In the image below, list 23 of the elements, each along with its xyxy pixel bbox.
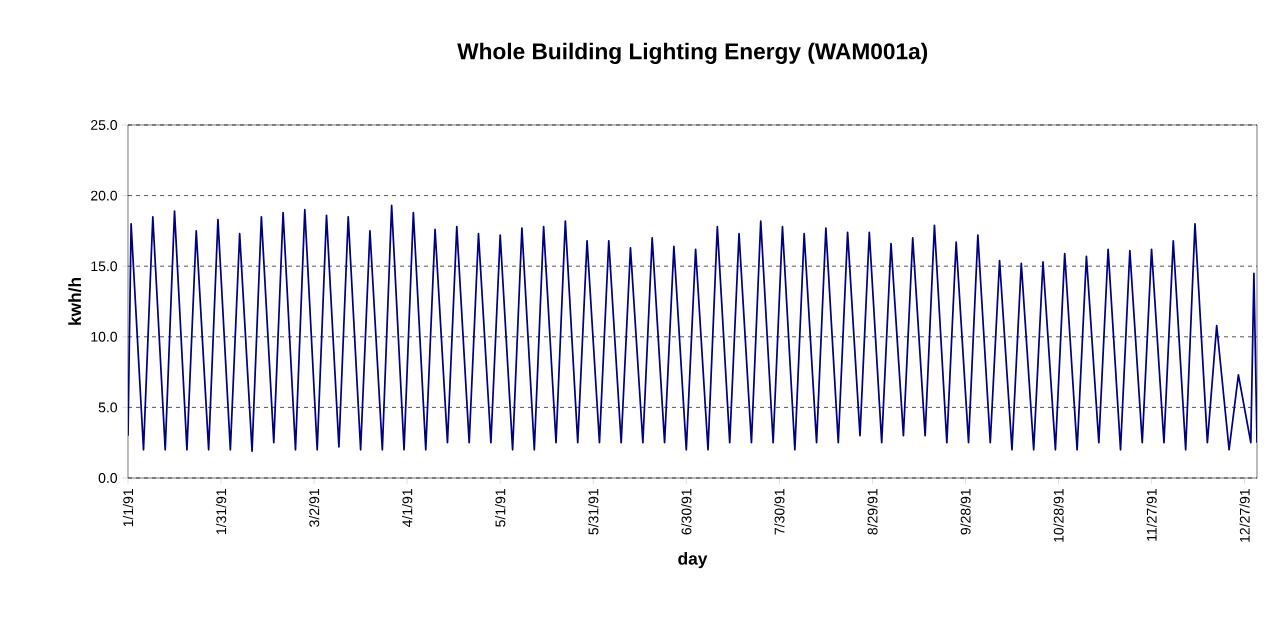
y-tick-label: 10.0 (91, 331, 118, 342)
y-tick-label: 25.0 (91, 120, 118, 130)
y-tick-label: 15.0 (91, 261, 118, 272)
y-tick-label: 0.0 (98, 473, 118, 483)
line-series (128, 204, 1258, 453)
x-tick-label: 1/31/91 (215, 489, 227, 535)
x-tick-label: 1/1/91 (122, 489, 134, 527)
x-tick-label: 9/28/91 (960, 489, 971, 535)
y-tick-label: 20.0 (91, 190, 118, 201)
y-axis-title: kwh/h (68, 278, 82, 325)
x-tick-label: 8/29/91 (867, 489, 878, 535)
x-tick-label: 5/1/91 (495, 489, 506, 527)
chart-title: Whole Building Lighting Energy (WAM001a) (457, 42, 928, 64)
x-tick-label: 12/27/91 (1239, 489, 1250, 542)
x-tick-label: 11/27/91 (1146, 489, 1157, 541)
x-tick-label: 10/28/91 (1053, 489, 1064, 542)
x-tick-label: 3/2/91 (308, 489, 320, 527)
y-tick-label: 5.0 (98, 402, 118, 413)
x-tick-label: 7/30/91 (774, 489, 785, 535)
x-tick-label: 4/1/91 (402, 489, 413, 528)
x-axis-title: day (678, 552, 708, 569)
x-tick-label: 6/30/91 (681, 489, 692, 535)
x-tick-label: 5/31/91 (588, 489, 599, 535)
